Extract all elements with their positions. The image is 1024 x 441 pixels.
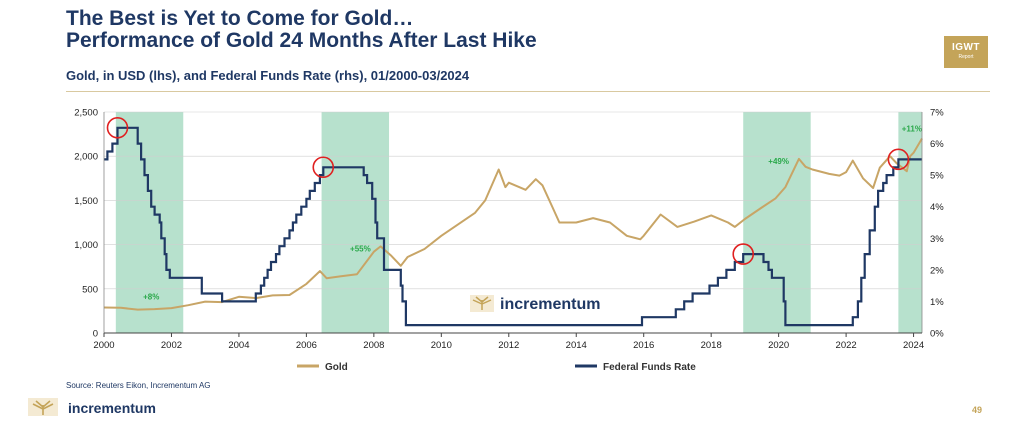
y-left-tick-label: 1,500 xyxy=(74,196,98,207)
title-line-2: Performance of Gold 24 Months After Last… xyxy=(66,29,537,52)
annotation-label: +11% xyxy=(902,124,922,133)
page-number: 49 xyxy=(972,405,983,415)
y-right-tick-label: 1% xyxy=(930,297,944,308)
tree-logo-icon xyxy=(470,295,494,312)
x-tick-label: 2024 xyxy=(903,340,924,351)
series-gold xyxy=(103,137,923,311)
legend-label-1: Federal Funds Rate xyxy=(603,362,696,373)
y-right-tick-label: 5% xyxy=(930,171,944,182)
shaded-period-0 xyxy=(115,112,184,333)
y-left-tick-label: 0 xyxy=(93,329,98,340)
annotation-label: +49% xyxy=(768,157,789,166)
x-tick-label: 2010 xyxy=(431,340,452,351)
badge-line-2: Report xyxy=(958,54,974,60)
y-left-tick-label: 1,000 xyxy=(74,240,98,251)
page-title: The Best is Yet to Come for Gold… Perfor… xyxy=(66,8,537,52)
shaded-period-1 xyxy=(321,112,390,333)
annotation-label: +8% xyxy=(143,292,159,301)
x-tick-label: 2022 xyxy=(836,340,857,351)
x-tick-label: 2008 xyxy=(363,340,384,351)
last-hike-marker-2 xyxy=(732,243,755,265)
performance-annotations: +8% +55% +49% +11% xyxy=(143,124,922,301)
x-tick-label: 2006 xyxy=(296,340,317,351)
x-tick-label: 2000 xyxy=(93,340,114,351)
last-hike-marker-1 xyxy=(312,156,335,179)
y-right-tick-label: 7% xyxy=(930,108,944,119)
chart-legend: Gold Federal Funds Rate xyxy=(297,362,696,373)
legend-label-0: Gold xyxy=(325,362,348,373)
chart-axes: 0 500 1,000 1,500 2,000 2,500 0% 1% 2% 3% 4% 5% 6% 7%… xyxy=(74,108,944,352)
watermark-text: incrementum xyxy=(500,296,600,313)
annotation-label: +55% xyxy=(350,245,371,254)
last-hike-marker-0 xyxy=(106,116,129,139)
x-tick-label: 2018 xyxy=(701,340,722,351)
x-tick-label: 2012 xyxy=(498,340,519,351)
y-left-tick-label: 500 xyxy=(82,284,98,295)
horizontal-gridlines xyxy=(104,111,922,290)
gold-vs-fed-funds-chart: incrementum +8% +55% +49% +11% 0 500 1,000 1,5… xyxy=(74,108,944,374)
last-hike-markers xyxy=(106,116,910,265)
x-tick-label: 2016 xyxy=(633,340,654,351)
incrementum-watermark: incrementum xyxy=(470,295,600,313)
source-note: Source: Reuters Eikon, Incrementum AG xyxy=(66,381,211,390)
incrementum-tree-icon xyxy=(28,398,58,416)
x-tick-label: 2004 xyxy=(228,340,249,351)
y-right-tick-label: 4% xyxy=(930,202,944,213)
y-right-tick-label: 6% xyxy=(930,139,944,150)
fed-funds-rate-line xyxy=(104,126,922,327)
last-hike-marker-3 xyxy=(887,148,910,171)
igwt-badge: IGWT Report xyxy=(944,36,988,68)
title-line-1: The Best is Yet to Come for Gold… xyxy=(66,7,414,30)
chart-subtitle: Gold, in USD (lhs), and Federal Funds Ra… xyxy=(66,68,470,83)
x-tick-label: 2020 xyxy=(768,340,789,351)
badge-line-1: IGWT xyxy=(951,42,981,53)
y-left-tick-label: 2,000 xyxy=(74,152,98,163)
x-tick-label: 2014 xyxy=(566,340,587,351)
y-right-tick-label: 0% xyxy=(930,329,944,340)
y-left-tick-label: 2,500 xyxy=(74,108,98,119)
gold-price-line xyxy=(103,137,923,311)
y-right-tick-label: 3% xyxy=(930,234,944,245)
footer-brand: incrementum xyxy=(68,400,156,416)
y-right-tick-label: 2% xyxy=(930,265,944,276)
series-federal-funds-rate xyxy=(104,126,922,327)
shaded-period-2 xyxy=(743,112,811,333)
header-divider xyxy=(66,91,990,92)
x-tick-label: 2002 xyxy=(161,340,182,351)
